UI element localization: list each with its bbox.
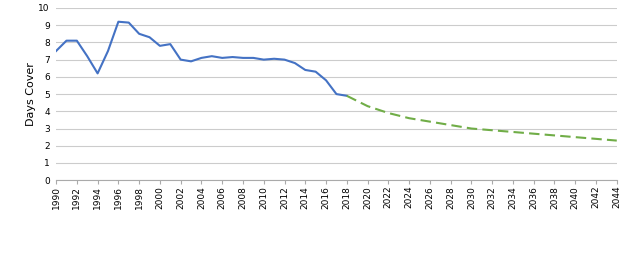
Y-axis label: Days Cover: Days Cover: [26, 62, 36, 126]
